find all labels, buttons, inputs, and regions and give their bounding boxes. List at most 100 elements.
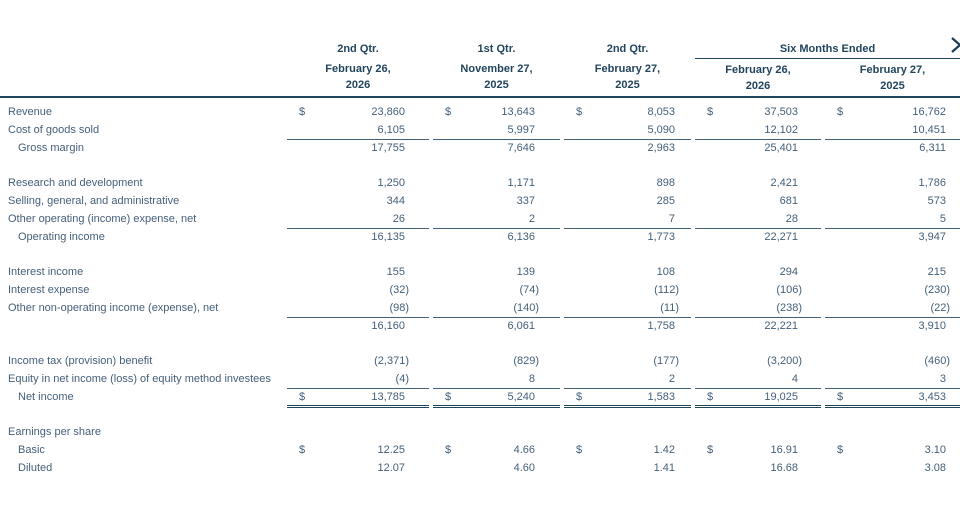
- table-row: Revenue $23,860 $13,643 $8,053 $37,503 $16,76…: [0, 103, 960, 121]
- value-cell: $13,643: [433, 103, 560, 121]
- cell-value: 6,136: [507, 231, 535, 244]
- cell-value: (177): [653, 355, 679, 367]
- cell-value: 3,947: [918, 231, 946, 244]
- value-cell: 2: [433, 210, 560, 229]
- currency-symbol: $: [299, 390, 306, 403]
- row-label: Income tax (provision) benefit: [8, 355, 153, 367]
- cell-value: 285: [656, 195, 675, 207]
- value-cell: [695, 423, 821, 441]
- value-cell: 4.60: [433, 459, 560, 477]
- value-cell: 337: [433, 192, 560, 210]
- value-cell: $3.10: [825, 441, 960, 459]
- currency-symbol: $: [837, 444, 844, 456]
- value-cell: (11): [564, 299, 691, 318]
- table-row: Earnings per share: [0, 423, 960, 441]
- value-cell: (230): [825, 281, 960, 299]
- row-label: Equity in net income (loss) of equity me…: [8, 373, 271, 385]
- cell-value: (11): [660, 301, 679, 314]
- value-cell: (98): [287, 299, 429, 318]
- cell-value: 681: [779, 195, 798, 207]
- cell-value: 1.41: [653, 462, 675, 474]
- cell-value: 573: [927, 195, 946, 207]
- row-label: Cost of goods sold: [8, 124, 100, 136]
- currency-symbol: $: [837, 390, 844, 403]
- value-cell: 1,786: [825, 174, 960, 192]
- currency-symbol: $: [576, 444, 583, 456]
- value-cell: (4): [287, 370, 429, 389]
- chevron-right-icon[interactable]: [949, 35, 960, 55]
- col-header-q2-date: November 27, 2025: [460, 63, 533, 91]
- col-header-six-months-1-date: February 26, 2026: [725, 63, 791, 92]
- cell-value: 13,643: [501, 106, 535, 118]
- cell-value: 3.08: [924, 462, 946, 474]
- cell-value: (74): [519, 284, 539, 296]
- cell-value: 4.60: [513, 462, 535, 474]
- value-cell: 573: [825, 192, 960, 210]
- value-cell: 5,997: [433, 121, 560, 140]
- row-label: Basic: [18, 444, 45, 456]
- value-cell: 26: [287, 210, 429, 229]
- value-cell: 898: [564, 174, 691, 192]
- value-cell: 12.07: [287, 459, 429, 477]
- cell-value: 8: [528, 372, 535, 385]
- row-label: Operating income: [18, 231, 105, 243]
- cell-value: 37,503: [764, 106, 798, 118]
- cell-value: 5,997: [507, 123, 535, 136]
- value-cell: $19,025: [695, 388, 821, 408]
- cell-value: (4): [395, 372, 409, 385]
- cell-value: 294: [779, 266, 798, 278]
- col-header-q1-date: February 26, 2026: [325, 63, 391, 91]
- cell-value: 2: [528, 212, 535, 225]
- cell-value: (98): [389, 301, 409, 314]
- cell-value: 1,583: [647, 390, 675, 403]
- value-cell: $8,053: [564, 103, 691, 121]
- cell-value: 28: [785, 212, 798, 225]
- cell-value: 25,401: [764, 142, 798, 155]
- value-cell: 10,451: [825, 121, 960, 140]
- value-cell: 6,105: [287, 121, 429, 140]
- value-cell: $13,785: [287, 388, 429, 408]
- currency-symbol: $: [707, 444, 714, 456]
- cell-value: 4: [791, 372, 798, 385]
- cell-value: 898: [656, 177, 675, 189]
- value-cell: (3,200): [695, 352, 821, 370]
- value-cell: [433, 423, 560, 441]
- cell-value: 17,755: [371, 142, 405, 155]
- value-cell: 7: [564, 210, 691, 229]
- value-cell: (460): [825, 352, 960, 370]
- value-cell: 215: [825, 263, 960, 281]
- value-cell: 28: [695, 210, 821, 229]
- cell-value: 12,102: [764, 123, 798, 136]
- value-cell: 22,221: [695, 317, 821, 335]
- currency-symbol: $: [299, 444, 306, 456]
- cell-value: 5,240: [507, 390, 535, 403]
- row-label: Interest expense: [8, 284, 90, 296]
- table-row: Net income $13,785 $5,240 $1,583 $19,025 $3,4…: [0, 388, 960, 408]
- cell-value: 3.10: [924, 444, 946, 456]
- value-cell: 1,171: [433, 174, 560, 192]
- value-cell: 2,421: [695, 174, 821, 192]
- value-cell: 2: [564, 370, 691, 389]
- table-row: Interest expense (32) (74) (112) (106) (230): [0, 281, 960, 299]
- value-cell: $37,503: [695, 103, 821, 121]
- table-row: Gross margin 17,755 7,646 2,963 25,401 6,311: [0, 139, 960, 157]
- cell-value: 19,025: [764, 390, 798, 403]
- cell-value: 2,421: [770, 177, 798, 189]
- cell-value: 155: [386, 266, 405, 278]
- cell-value: 1,758: [647, 320, 675, 333]
- col-header-q3-title: 2nd Qtr.: [606, 43, 649, 55]
- value-cell: 1,773: [564, 228, 691, 246]
- value-cell: (2,371): [287, 352, 429, 370]
- currency-symbol: $: [707, 106, 714, 118]
- value-cell: 1,250: [287, 174, 429, 192]
- value-cell: $1,583: [564, 388, 691, 408]
- value-cell: $16.91: [695, 441, 821, 459]
- cell-value: 10,451: [912, 123, 946, 136]
- cell-value: 26: [392, 212, 405, 225]
- value-cell: 3,910: [825, 317, 960, 335]
- col-header-q2-title: 1st Qtr.: [477, 43, 516, 55]
- row-label: Other operating (income) expense, net: [8, 213, 197, 225]
- cell-value: (3,200): [767, 355, 802, 367]
- value-cell: (106): [695, 281, 821, 299]
- value-cell: [825, 423, 960, 441]
